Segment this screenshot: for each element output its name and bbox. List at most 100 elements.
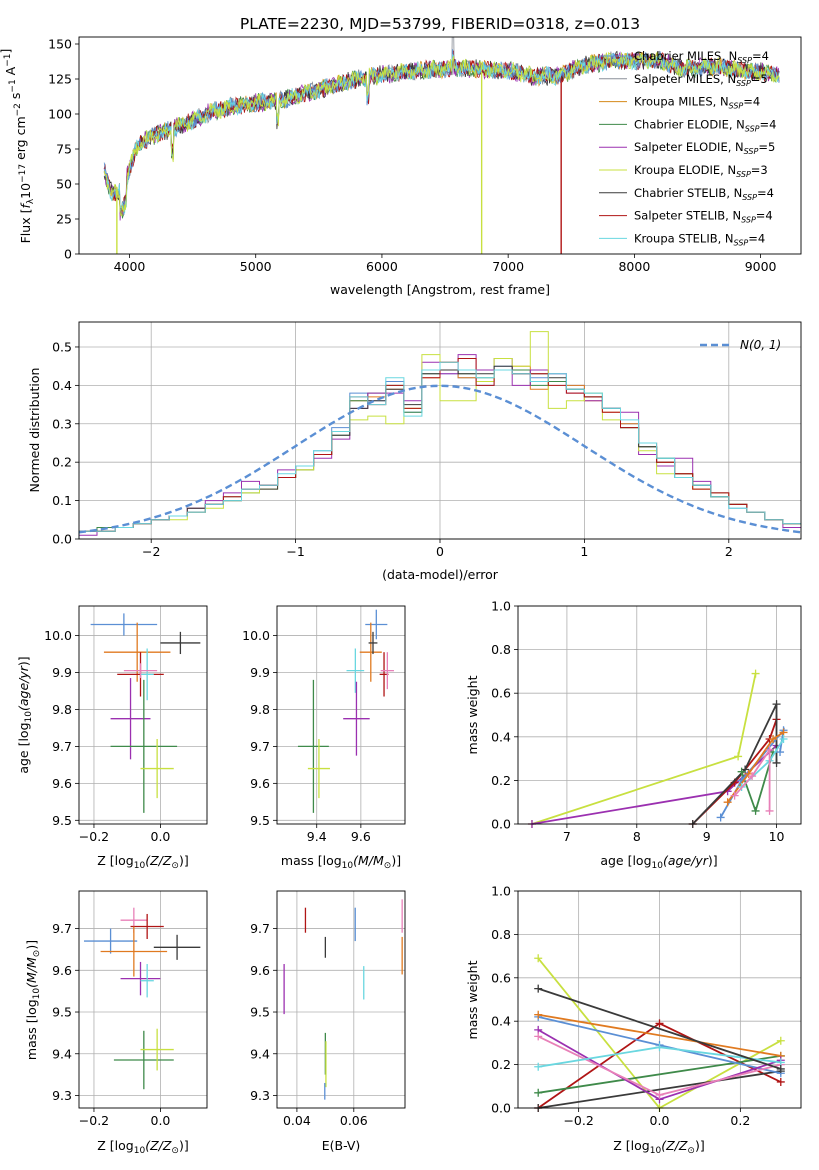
legend-sub: SSP [745, 124, 760, 133]
x-tick-label: 0 [436, 544, 444, 559]
y-tick-label: 9.6 [250, 963, 270, 978]
plot-area [83, 907, 201, 1090]
mass-ylabel-part: mass [log [24, 999, 39, 1060]
weight-series [531, 673, 757, 825]
y-tick-label: 0.2 [491, 773, 511, 788]
legend-name: Chabrier MILES, N [634, 49, 737, 63]
y-tick-label: 10.0 [44, 628, 72, 643]
y-tick-label: 9.4 [250, 1046, 270, 1061]
ylabel-part: ] [0, 49, 13, 54]
x-tick-label: 0.0 [650, 1113, 670, 1128]
x-tick-label: 2 [725, 544, 733, 559]
legend-entry: Chabrier STELIB, NSSP=4 [634, 186, 774, 202]
mass-z-xlabel-part: )] [179, 1138, 189, 1153]
x-tick-label: 5000 [240, 259, 272, 274]
x-tick-label: −2 [142, 544, 160, 559]
ylabel-sub: λ [26, 198, 36, 204]
weight-age-xlabel-sub: 10 [652, 861, 664, 871]
y-tick-label: 9.6 [52, 776, 72, 791]
x-tick-label: −1 [286, 544, 304, 559]
weight-marker [534, 1062, 543, 1071]
legend-sub: SSP [737, 56, 752, 65]
age-ylabel: age [log10(age/yr)] [16, 656, 34, 773]
y-tick-label: 0.4 [491, 729, 511, 744]
y-tick-label: 9.3 [52, 1088, 72, 1103]
histogram-ylabel: Normed distribution [27, 368, 42, 493]
ylabel-sup: −1 [3, 53, 13, 66]
y-tick-label: 9.7 [52, 739, 72, 754]
mass-z-xlabel-sub: 10 [134, 1146, 146, 1156]
weight-marker [534, 1032, 543, 1041]
weight-series [538, 1070, 781, 1109]
weight-marker [534, 984, 543, 993]
ebv-xlabel: E(B-V) [322, 1138, 361, 1153]
y-tick-label: 50 [56, 177, 72, 192]
weight-marker [751, 669, 760, 678]
age-z-xlabel-part: )] [179, 853, 189, 868]
y-tick-label: 100 [48, 107, 72, 122]
weight-marker [734, 752, 743, 761]
axes-frame [276, 890, 406, 1109]
plot-area [283, 899, 403, 1100]
weight-age-xlabel-part: age [log [600, 853, 651, 868]
mass-ylabel-part: (M/M [24, 957, 39, 988]
legend-name: Salpeter MILES, N [634, 72, 736, 86]
spectrum-series [103, 51, 780, 217]
legend-name: Kroupa MILES, N [634, 95, 729, 109]
x-tick-label: 0.2 [730, 1113, 750, 1128]
y-tick-label: 1.0 [491, 884, 511, 899]
ylabel-part: erg cm [13, 116, 28, 164]
legend-entry: Salpeter ELODIE, NSSP=5 [634, 140, 775, 156]
legend-sub: SSP [736, 79, 751, 88]
mass-z-xlabel-part: (Z/Z [145, 1138, 172, 1153]
age-ylabel-part: )] [16, 656, 31, 666]
age-z-xlabel-part: (Z/Z [145, 853, 172, 868]
legend-value: =4 [752, 49, 769, 63]
y-tick-label: 9.6 [250, 776, 270, 791]
legend-sub: SSP [744, 147, 759, 156]
x-tick-label: 7 [563, 829, 571, 844]
y-tick-label: 9.5 [52, 1005, 72, 1020]
x-tick-label: 9000 [745, 259, 777, 274]
legend-value: =4 [743, 95, 760, 109]
weight-marker [716, 813, 725, 822]
x-tick-label: 1 [580, 544, 588, 559]
legend-name: Salpeter STELIB, N [634, 209, 741, 223]
mass-ylabel: mass [log10(M/M⊙)] [24, 940, 42, 1060]
y-tick-label: 9.4 [52, 1046, 72, 1061]
age-mass-xlabel-sub: ⊙ [384, 861, 392, 871]
weight-series [538, 1055, 781, 1094]
x-tick-label: 0.0 [151, 1113, 171, 1128]
legend-name: Chabrier ELODIE, N [634, 117, 745, 131]
x-tick-label: 0.0 [151, 829, 171, 844]
weight-marker [769, 734, 778, 743]
legend-name: Salpeter ELODIE, N [634, 140, 744, 154]
age-mass-xlabel-part: )] [391, 853, 401, 868]
y-tick-label: 0.6 [491, 686, 511, 701]
mass-vs-z-axes: −0.2 0.0 9.3 9.4 9.5 9.6 9.7 [52, 891, 207, 1128]
y-tick-label: 9.8 [52, 702, 72, 717]
age-z-xlabel-part: Z [log [97, 853, 133, 868]
mass-ylabel-sub: ⊙ [32, 950, 42, 958]
weight-z-xlabel-sub: ⊙ [687, 1146, 695, 1156]
y-tick-label: 9.7 [250, 739, 270, 754]
y-tick-label: 0.2 [52, 455, 72, 470]
y-tick-label: 0.5 [52, 339, 72, 354]
age-mass-xlabel-part: mass [log [281, 853, 342, 868]
legend-value: =4 [760, 117, 777, 131]
ylabel-part: f [18, 203, 33, 209]
mass-weight-age-axes: 7 8 9 10 0.0 0.2 0.4 0.6 0.8 1.0 [491, 599, 801, 844]
y-tick-label: 0 [64, 247, 72, 262]
legend-value: =4 [748, 231, 765, 245]
mass-weight-z-axes: −0.2 0.0 0.2 0.0 0.2 0.4 0.6 0.8 1.0 [491, 884, 801, 1128]
axes-frame [276, 605, 406, 825]
weight-marker [772, 700, 781, 709]
weight-marker [737, 767, 746, 776]
weight-marker [748, 772, 757, 781]
axes-frame [78, 890, 208, 1109]
legend-entry: Salpeter STELIB, NSSP=4 [634, 209, 773, 225]
plot-area [297, 609, 394, 813]
axes-frame [517, 890, 802, 1109]
y-tick-label: 9.3 [250, 1088, 270, 1103]
